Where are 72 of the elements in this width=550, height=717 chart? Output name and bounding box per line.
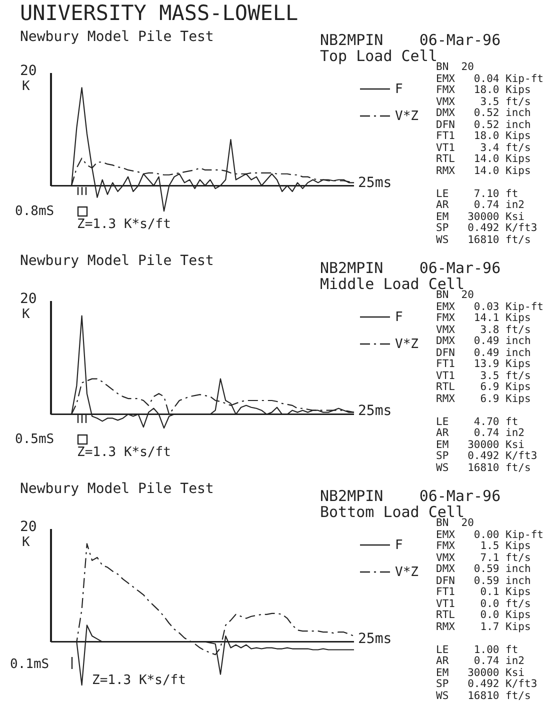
- text: DMX 0.52 inch: [436, 107, 531, 120]
- text: 25ms: [358, 175, 392, 192]
- text: Z=1.3 K*s/ft: [77, 445, 171, 460]
- chart-subtitle: Newbury Model Pile Test: [20, 29, 214, 46]
- text: FT1 0.1 Kips: [436, 586, 531, 599]
- text: FMX 18.0 Kips: [436, 84, 531, 97]
- text: AR 0.74 in2: [436, 655, 525, 668]
- text: Top Load Cell: [320, 47, 438, 65]
- text: DFN 0.49 inch: [436, 346, 531, 359]
- annotation: Z=1.3 K*s/ft: [92, 673, 186, 688]
- text: RTL 0.0 Kips: [436, 609, 531, 622]
- text: LE 7.10 ft: [436, 188, 518, 200]
- text: VMX 7.1 ft/s: [436, 552, 531, 564]
- text: K: [22, 535, 30, 550]
- text: RMX 6.9 Kips: [436, 392, 531, 406]
- text: DMX 0.59 inch: [436, 563, 531, 576]
- text: K: [22, 79, 30, 94]
- text: AR 0.74 in2: [436, 199, 525, 212]
- text: DFN 0.59 inch: [436, 574, 531, 587]
- text: WS 16810 ft/s: [436, 234, 531, 246]
- text: SP 0.492 K/ft3: [436, 222, 538, 235]
- text: 25ms: [358, 403, 392, 420]
- text: WS 16810 ft/s: [436, 690, 531, 702]
- text: NB2MPIN 06-Mar-96: [320, 31, 501, 49]
- text: RTL 14.0 Kips: [436, 153, 531, 166]
- text: VMX 3.5 ft/s: [436, 96, 531, 108]
- legend-label: F: [395, 310, 403, 325]
- text: EM 30000 Ksi: [436, 210, 525, 223]
- text: 0.5mS: [15, 432, 54, 448]
- legend-label: V*Z: [395, 565, 419, 580]
- text: SP 0.492 K/ft3: [436, 678, 538, 691]
- text: AR 0.74 in2: [436, 427, 525, 440]
- text: K: [22, 307, 30, 322]
- chart-title: Newbury Model Pile Test: [20, 253, 214, 270]
- legend-label: F: [395, 82, 403, 97]
- text: VT1 3.5 ft/s: [436, 370, 531, 382]
- chart-title: UNIVERSITY MASS-LOWELL: [20, 1, 298, 26]
- text: EMX 0.03 Kip-ft: [436, 300, 544, 312]
- text: EM 30000 Ksi: [436, 666, 525, 679]
- text: 20: [20, 291, 37, 308]
- text: RMX 14.0 Kips: [436, 164, 531, 178]
- text: RTL 6.9 Kips: [436, 381, 531, 394]
- text: DMX 0.49 inch: [436, 335, 531, 348]
- legend-label: V*Z: [395, 337, 419, 352]
- text: LE 4.70 ft: [436, 416, 518, 428]
- text: FT1 13.9 Kips: [436, 358, 531, 371]
- text: VT1 3.4 ft/s: [436, 142, 531, 154]
- text: 0.1mS: [10, 657, 50, 672]
- text: SP 0.492 K/ft3: [436, 450, 538, 463]
- text: FMX 14.1 Kips: [436, 312, 531, 325]
- text: RMX 1.7 Kips: [436, 620, 531, 634]
- legend-label: F: [395, 538, 403, 553]
- text: LE 1.00 ft: [436, 644, 518, 656]
- text: 20: [20, 63, 37, 80]
- text: BN 20: [436, 61, 474, 74]
- text: VT1 0.0 ft/s: [436, 598, 531, 610]
- text: EMX 0.00 Kip-ft: [436, 528, 544, 540]
- text: EMX 0.04 Kip-ft: [436, 72, 544, 84]
- text: VMX 3.8 ft/s: [436, 324, 531, 336]
- text: FMX 1.5 Kips: [436, 540, 531, 553]
- text: FT1 18.0 Kips: [436, 130, 531, 143]
- text: NB2MPIN 06-Mar-96: [320, 487, 501, 505]
- text: NB2MPIN 06-Mar-96: [320, 259, 501, 277]
- legend-label: V*Z: [395, 109, 419, 124]
- text: EM 30000 Ksi: [436, 438, 525, 451]
- annotation: 0.8mS: [15, 204, 54, 220]
- text: Z=1.3 K*s/ft: [77, 217, 171, 232]
- text: WS 16810 ft/s: [436, 462, 531, 474]
- text: 20: [20, 519, 37, 536]
- chart-title: Newbury Model Pile Test: [20, 481, 214, 498]
- text: DFN 0.52 inch: [436, 118, 531, 131]
- text: 25ms: [358, 631, 392, 648]
